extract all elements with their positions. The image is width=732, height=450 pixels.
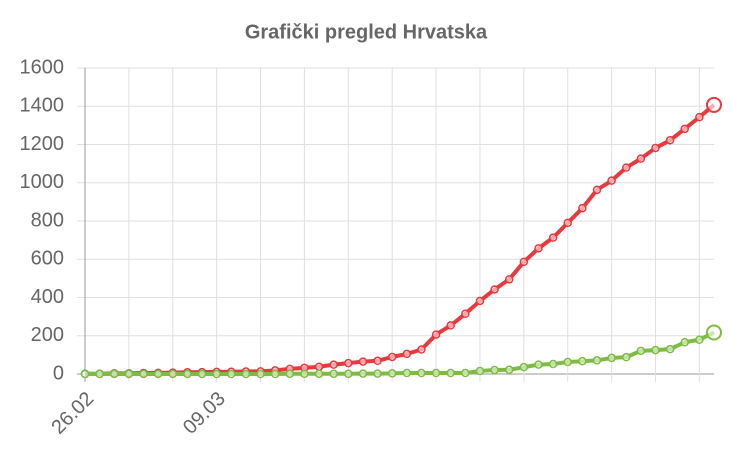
data-point <box>519 257 529 267</box>
data-point <box>563 357 572 367</box>
data-point <box>446 368 455 378</box>
data-point <box>504 365 514 375</box>
data-point <box>417 345 426 354</box>
data-point <box>651 345 660 355</box>
data-point <box>358 357 368 366</box>
data-point <box>373 356 382 366</box>
data-point <box>344 369 353 379</box>
data-point <box>168 369 178 379</box>
data-point <box>695 112 704 122</box>
data-point <box>241 369 251 379</box>
data-point <box>95 369 104 379</box>
chart-title: Grafički pregled Hrvatska <box>245 21 488 43</box>
data-point <box>621 163 631 172</box>
y-tick-label: 800 <box>31 209 64 231</box>
data-point <box>706 96 722 113</box>
data-point <box>402 368 412 378</box>
data-point <box>504 275 514 284</box>
data-point <box>314 362 324 371</box>
data-point <box>475 366 485 376</box>
data-point <box>124 369 134 379</box>
data-point <box>402 349 412 359</box>
y-tick-label: 0 <box>53 362 64 384</box>
data-point <box>139 369 148 379</box>
y-tick-label: 1600 <box>20 56 65 78</box>
data-point <box>490 285 499 294</box>
data-point <box>519 362 529 372</box>
data-point <box>665 344 675 354</box>
data-point <box>548 233 558 242</box>
data-point <box>300 369 309 379</box>
data-point <box>706 324 722 341</box>
data-point <box>651 143 660 153</box>
data-point <box>212 369 221 379</box>
data-point <box>387 352 397 362</box>
data-point <box>285 369 295 379</box>
data-point <box>80 369 90 379</box>
series-line <box>85 103 716 376</box>
data-point <box>475 296 485 306</box>
data-point <box>680 338 689 347</box>
y-tick-label: 1400 <box>20 95 65 117</box>
data-point <box>680 124 689 134</box>
data-point <box>636 346 646 356</box>
x-tick-label: 26.02 <box>47 388 98 439</box>
data-point <box>431 330 441 339</box>
data-point <box>110 369 119 379</box>
data-point <box>695 335 704 345</box>
data-point <box>431 368 441 378</box>
series-line <box>85 330 715 376</box>
data-point <box>183 369 192 379</box>
data-point <box>153 369 163 379</box>
data-point <box>461 309 470 319</box>
data-point <box>446 321 455 330</box>
data-point <box>314 369 324 379</box>
data-point <box>534 244 543 253</box>
data-point <box>592 185 602 195</box>
data-point <box>548 359 558 369</box>
y-tick-label: 1000 <box>20 171 65 193</box>
data-point <box>373 369 382 378</box>
y-tick-label: 1200 <box>20 133 65 155</box>
data-point <box>578 356 587 366</box>
data-point <box>197 369 207 379</box>
data-point <box>329 360 338 369</box>
data-point <box>607 176 616 185</box>
data-point <box>461 368 470 378</box>
data-point <box>621 352 631 362</box>
data-point <box>256 369 265 379</box>
data-point <box>636 154 646 163</box>
data-point <box>592 356 602 365</box>
data-point <box>270 369 280 379</box>
data-point <box>344 358 353 368</box>
data-point <box>358 369 368 378</box>
y-tick-label: 200 <box>31 324 64 346</box>
data-point <box>490 365 499 375</box>
data-point <box>387 369 397 378</box>
data-point <box>665 136 675 145</box>
data-point <box>578 203 587 213</box>
data-point <box>417 368 426 378</box>
data-point <box>534 360 543 369</box>
data-point <box>227 369 236 379</box>
x-tick-label: 09.03 <box>179 388 230 439</box>
data-point <box>563 218 572 228</box>
y-tick-label: 400 <box>31 286 64 308</box>
data-point <box>607 353 616 363</box>
y-tick-label: 600 <box>31 248 64 270</box>
data-point <box>329 369 338 379</box>
